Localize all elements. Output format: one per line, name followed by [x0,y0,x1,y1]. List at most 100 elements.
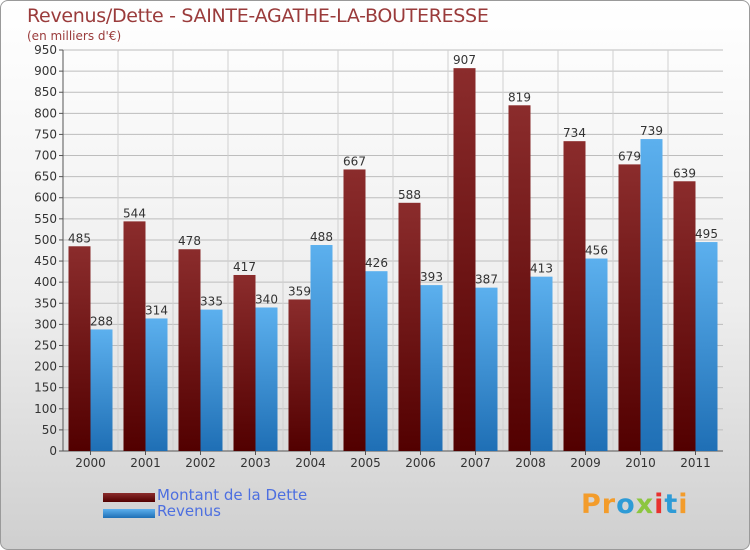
y-tick-label: 700 [34,149,57,163]
bar-revenus [695,242,718,451]
bar-revenus [365,271,388,451]
logo-letter: P [581,489,602,520]
data-label: 679 [618,149,641,163]
y-tick-label: 650 [34,170,57,184]
x-tick-label: 2005 [350,456,381,470]
y-tick-label: 550 [34,212,57,226]
y-tick-label: 750 [34,127,57,141]
data-label: 456 [585,244,608,258]
bar-dette [453,68,476,452]
bar-revenus [310,245,333,451]
data-label: 340 [255,292,278,306]
data-label: 907 [453,53,476,67]
logo-letter: i [678,489,689,520]
logo-letter: t [664,489,679,520]
y-tick-label: 450 [34,254,57,268]
bar-dette [563,141,586,451]
data-label: 739 [640,124,663,138]
y-tick-label: 800 [34,106,57,120]
data-label: 359 [288,284,311,298]
data-label: 387 [475,273,498,287]
y-tick-label: 500 [34,233,57,247]
x-tick-label: 2000 [75,456,106,470]
data-label: 413 [530,262,553,276]
x-tick-label: 2006 [405,456,436,470]
logo-letter: r [601,489,617,520]
y-tick-label: 150 [34,381,57,395]
data-label: 426 [365,256,388,270]
x-tick-label: 2001 [130,456,161,470]
data-label: 544 [123,206,146,220]
y-tick-label: 600 [34,191,57,205]
legend-swatch-debt [103,493,155,502]
bar-dette [288,299,311,451]
x-tick-label: 2003 [240,456,271,470]
bar-dette [398,202,421,451]
bar-revenus [145,318,168,451]
chart-subtitle: (en milliers d'€) [27,29,122,43]
bar-dette [343,169,366,451]
logo-letter: i [654,489,665,520]
y-tick-label: 900 [34,64,57,78]
data-label: 417 [233,260,256,274]
data-label: 495 [695,227,718,241]
y-tick-label: 200 [34,360,57,374]
y-tick-label: 950 [34,43,57,57]
bar-dette [68,246,91,451]
bar-dette [673,181,696,452]
y-tick-label: 350 [34,296,57,310]
y-tick-label: 100 [34,402,57,416]
bar-revenus [420,285,443,451]
bar-revenus [475,287,498,451]
bar-dette [508,105,531,452]
data-label: 588 [398,188,421,202]
data-labels: 485 288 544 314 478 335 417 340 359 488 667 426 588 3… [68,53,718,328]
x-tick-label: 2002 [185,456,216,470]
data-label: 819 [508,90,531,104]
bar-revenus [640,139,663,451]
logo-letter: o [616,489,636,520]
data-label: 314 [145,303,168,317]
x-tick-label: 2008 [515,456,546,470]
x-tick-label: 2004 [295,456,326,470]
y-tick-label: 0 [49,444,57,458]
y-tick-label: 300 [34,317,57,331]
bar-revenus [255,307,278,451]
bar-revenus [530,276,553,451]
bar-dette [178,249,201,451]
data-label: 734 [563,126,586,140]
bar-revenus [585,258,608,451]
y-tick-label: 50 [42,423,57,437]
y-tick-label: 400 [34,275,57,289]
data-label: 288 [90,314,113,328]
chart-title: Revenus/Dette - SAINTE-AGATHE-LA-BOUTERE… [27,5,489,27]
data-label: 639 [673,166,696,180]
logo-letter: x [635,489,655,520]
bar-dette [233,274,256,451]
x-tick-label: 2010 [625,456,656,470]
data-label: 393 [420,270,443,284]
data-label: 667 [343,154,366,168]
data-label: 488 [310,230,333,244]
legend-swatch-revenus [103,509,155,518]
legend-label-revenus: Revenus [157,502,221,520]
data-label: 485 [68,231,91,245]
bar-revenus [200,309,223,451]
bar-dette [618,164,641,451]
bar-revenus [90,329,113,451]
data-label: 335 [200,295,223,309]
grid-lines [63,49,723,451]
y-tick-label: 250 [34,338,57,352]
bars [68,68,718,452]
data-label: 478 [178,234,201,248]
y-tick-label: 850 [34,85,57,99]
legend-label-debt: Montant de la Dette [157,486,308,504]
proxiti-logo: Proxiti [581,489,689,520]
x-tick-label: 2009 [570,456,601,470]
axes: 0 50 100 150 200 250 300 350 400 450 500 550 600 650 7… [34,43,723,470]
x-tick-label: 2007 [460,456,491,470]
x-tick-label: 2011 [680,456,711,470]
bar-dette [123,221,146,451]
